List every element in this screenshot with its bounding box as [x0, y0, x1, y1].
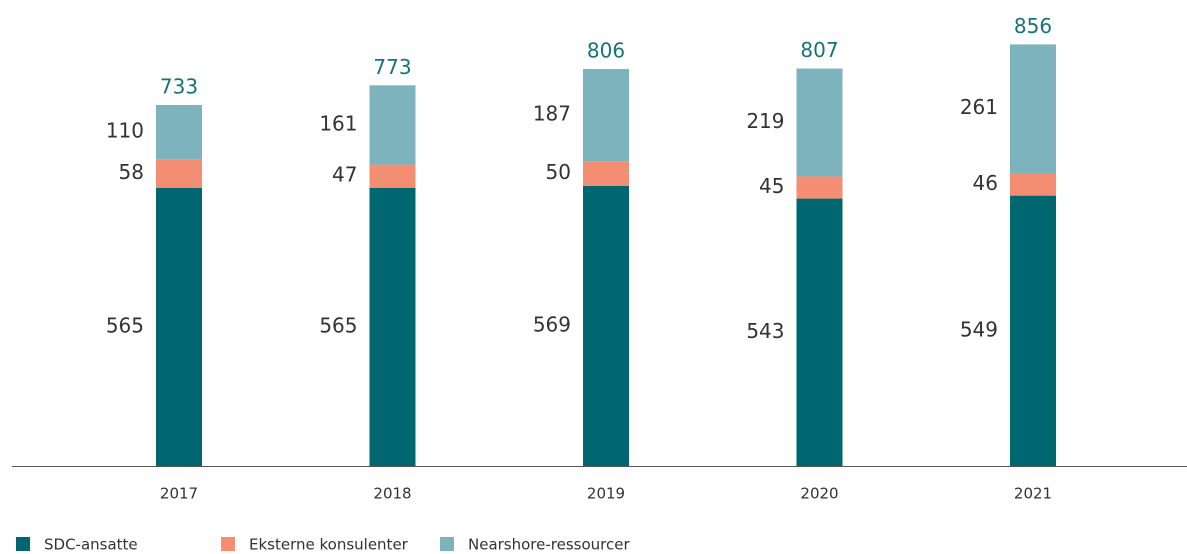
segment-label: 565 [106, 313, 144, 337]
legend-label: Nearshore-ressourcer [468, 536, 630, 554]
segment-label: 50 [546, 160, 571, 184]
bar-segment [1010, 172, 1056, 196]
bar-segment [369, 187, 416, 467]
bar-segment [796, 68, 843, 177]
legend-swatch [221, 537, 235, 551]
segment-label: 187 [533, 102, 571, 126]
x-tick-label: 2019 [587, 485, 625, 503]
bar-segment [796, 176, 843, 199]
segment-label: 219 [746, 109, 784, 133]
segment-label: 261 [960, 95, 998, 119]
total-label: 733 [160, 74, 198, 98]
segment-label: 58 [119, 160, 144, 184]
segment-label: 47 [332, 163, 357, 187]
legend-swatch [16, 537, 30, 551]
segment-label: 565 [319, 313, 357, 337]
x-tick-label: 2020 [800, 485, 838, 503]
segment-label: 549 [960, 317, 998, 341]
bar-segment [369, 85, 416, 165]
bar-segment [369, 164, 416, 188]
segment-label: 161 [319, 111, 357, 135]
segment-label: 569 [533, 312, 571, 336]
bar-segment [583, 161, 629, 186]
legend-swatch [440, 537, 454, 551]
bar-segment [1010, 195, 1056, 466]
bar-segment [156, 104, 202, 160]
segment-label: 543 [746, 319, 784, 343]
x-tick-label: 2021 [1014, 485, 1052, 503]
bar-segment [583, 185, 629, 466]
segment-label: 110 [106, 119, 144, 143]
total-label: 807 [800, 38, 838, 62]
x-tick-label: 2018 [373, 485, 411, 503]
segment-label: 46 [973, 171, 998, 195]
legend-label: Eksterne konsulenter [249, 536, 409, 554]
total-label: 773 [373, 55, 411, 79]
bar-segment [1010, 44, 1056, 173]
legend-label: SDC-ansatte [44, 536, 138, 554]
bar-segment [583, 69, 629, 162]
bar-segment [156, 159, 202, 188]
x-tick-label: 2017 [160, 485, 198, 503]
bar-segment [156, 187, 202, 467]
total-label: 806 [587, 39, 625, 63]
bar-segment [796, 198, 843, 466]
total-label: 856 [1014, 14, 1052, 38]
segment-label: 45 [759, 174, 784, 198]
